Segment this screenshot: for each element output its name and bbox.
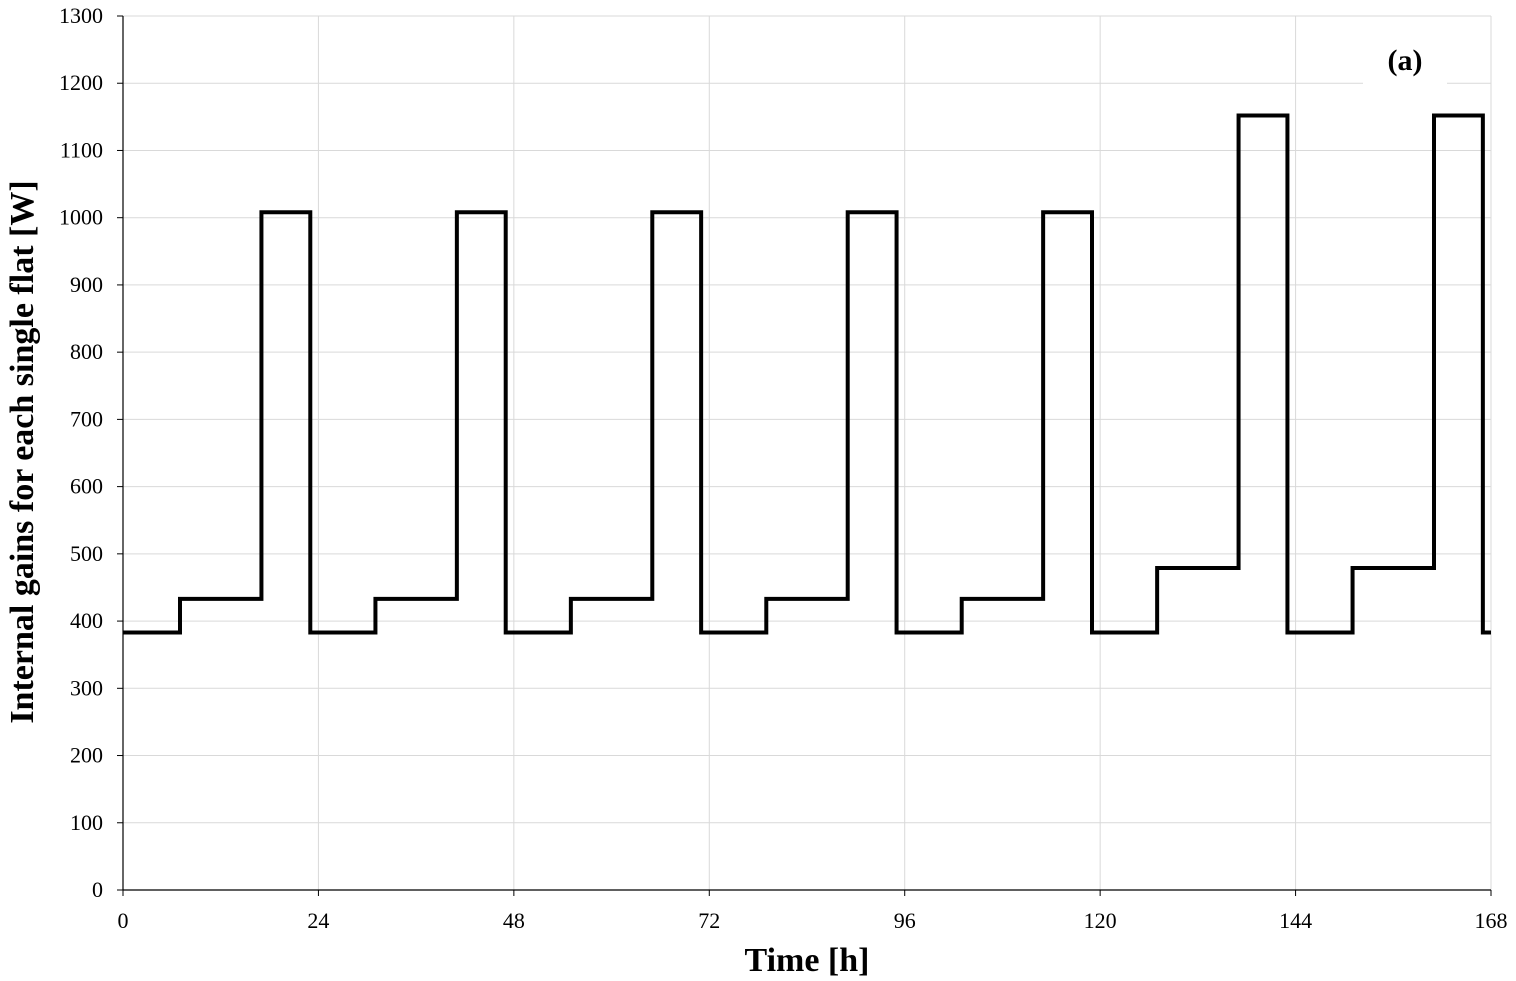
y-tick-label: 1300 xyxy=(59,3,103,28)
y-tick-label: 900 xyxy=(70,272,103,297)
y-tick-label: 500 xyxy=(70,541,103,566)
y-tick-label: 300 xyxy=(70,675,103,700)
axes xyxy=(122,16,1491,891)
x-axis-title: Time [h] xyxy=(745,942,870,979)
y-tick-label: 1100 xyxy=(60,137,103,162)
x-tick-label: 120 xyxy=(1084,908,1117,933)
panel-label: (a) xyxy=(1388,44,1423,77)
panel-label-background xyxy=(1363,38,1447,84)
x-tick-label: 168 xyxy=(1475,908,1508,933)
y-tick-label: 200 xyxy=(70,743,103,768)
x-tick-label: 48 xyxy=(503,908,525,933)
y-tick-label: 0 xyxy=(92,877,103,902)
x-tick-label: 0 xyxy=(118,908,129,933)
y-tick-label: 800 xyxy=(70,339,103,364)
grid xyxy=(123,15,1492,890)
series-line xyxy=(123,113,1491,635)
y-tick-label: 600 xyxy=(70,474,103,499)
y-tick-label: 100 xyxy=(70,810,103,835)
x-tick-label: 72 xyxy=(698,908,720,933)
y-axis-title: Internal gains for each single flat [W] xyxy=(4,180,41,723)
x-tick-label: 24 xyxy=(307,908,329,933)
x-tick-label: 96 xyxy=(894,908,916,933)
x-tick-label: 144 xyxy=(1279,908,1312,933)
y-tick-label: 700 xyxy=(70,406,103,431)
y-tick-label: 1200 xyxy=(59,70,103,95)
series xyxy=(123,38,1491,635)
y-tick-label: 400 xyxy=(70,608,103,633)
y-tick-label: 1000 xyxy=(59,205,103,230)
ticks: 0100200300400500600700800900100011001200… xyxy=(59,3,1508,933)
